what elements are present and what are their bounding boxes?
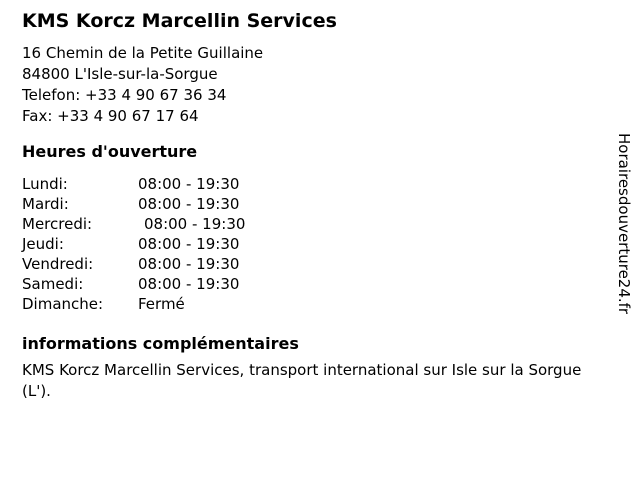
hours-day-label: Dimanche: [22, 295, 104, 313]
hours-time-value: 08:00 - 19:30 [138, 255, 240, 273]
address-block: 16 Chemin de la Petite Guillaine 84800 L… [22, 43, 263, 127]
opening-hours-heading: Heures d'ouverture [22, 142, 198, 161]
additional-info-heading: informations complémentaires [22, 334, 299, 353]
hours-day-label: Lundi: [22, 175, 68, 193]
hours-row-saturday: Samedi: 08:00 - 19:30 [22, 274, 245, 294]
opening-hours-table: Lundi: 08:00 - 19:30 Mardi: 08:00 - 19:30 … [22, 174, 245, 314]
hours-day-label: Jeudi: [22, 235, 64, 253]
hours-day-label: Mercredi: [22, 215, 93, 233]
hours-time-value: Fermé [138, 295, 185, 313]
hours-row-sunday: Dimanche: Fermé [22, 294, 245, 314]
hours-day-label: Mardi: [22, 195, 69, 213]
page-title: KMS Korcz Marcellin Services [22, 10, 337, 32]
hours-row-friday: Vendredi: 08:00 - 19:30 [22, 254, 245, 274]
address-phone: Telefon: +33 4 90 67 36 34 [22, 86, 227, 104]
additional-info-text: KMS Korcz Marcellin Services, transport … [22, 361, 582, 400]
address-fax: Fax: +33 4 90 67 17 64 [22, 107, 199, 125]
hours-time-value: 08:00 - 19:30 [144, 215, 246, 233]
hours-time-value: 08:00 - 19:30 [138, 275, 240, 293]
hours-row-wednesday: Mercredi: 08:00 - 19:30 [22, 214, 245, 234]
hours-time-value: 08:00 - 19:30 [138, 235, 240, 253]
address-city: 84800 L'Isle-sur-la-Sorgue [22, 65, 218, 83]
hours-day-label: Samedi: [22, 275, 84, 293]
hours-row-thursday: Jeudi: 08:00 - 19:30 [22, 234, 245, 254]
address-street: 16 Chemin de la Petite Guillaine [22, 44, 264, 62]
hours-time-value: 08:00 - 19:30 [138, 195, 240, 213]
hours-row-tuesday: Mardi: 08:00 - 19:30 [22, 194, 245, 214]
hours-day-label: Vendredi: [22, 255, 94, 273]
site-watermark: Horairesdouverture24.fr [615, 133, 633, 315]
hours-time-value: 08:00 - 19:30 [138, 175, 240, 193]
hours-row-monday: Lundi: 08:00 - 19:30 [22, 174, 245, 194]
